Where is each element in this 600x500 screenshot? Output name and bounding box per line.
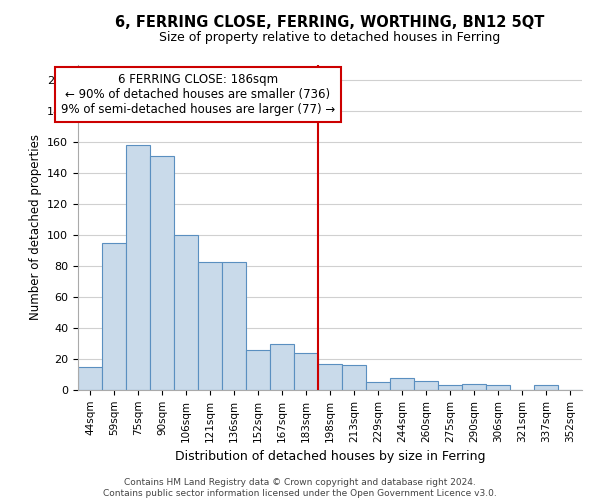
Bar	[438, 386, 462, 390]
Bar	[318, 364, 342, 390]
Bar	[102, 243, 126, 390]
Bar	[150, 156, 174, 390]
Bar	[390, 378, 414, 390]
X-axis label: Distribution of detached houses by size in Ferring: Distribution of detached houses by size …	[175, 450, 485, 463]
Bar	[270, 344, 294, 390]
Bar	[294, 353, 318, 390]
Bar	[366, 382, 390, 390]
Bar	[198, 262, 222, 390]
Bar	[342, 365, 366, 390]
Text: Size of property relative to detached houses in Ferring: Size of property relative to detached ho…	[160, 31, 500, 44]
Bar	[414, 380, 438, 390]
Bar	[78, 367, 102, 390]
Text: Contains HM Land Registry data © Crown copyright and database right 2024.
Contai: Contains HM Land Registry data © Crown c…	[103, 478, 497, 498]
Bar	[222, 262, 246, 390]
Bar	[486, 386, 510, 390]
Y-axis label: Number of detached properties: Number of detached properties	[29, 134, 41, 320]
Bar	[462, 384, 486, 390]
Bar	[126, 146, 150, 390]
Bar	[174, 235, 198, 390]
Text: 6 FERRING CLOSE: 186sqm
← 90% of detached houses are smaller (736)
9% of semi-de: 6 FERRING CLOSE: 186sqm ← 90% of detache…	[61, 72, 335, 116]
Text: 6, FERRING CLOSE, FERRING, WORTHING, BN12 5QT: 6, FERRING CLOSE, FERRING, WORTHING, BN1…	[115, 15, 545, 30]
Bar	[246, 350, 270, 390]
Bar	[534, 386, 558, 390]
